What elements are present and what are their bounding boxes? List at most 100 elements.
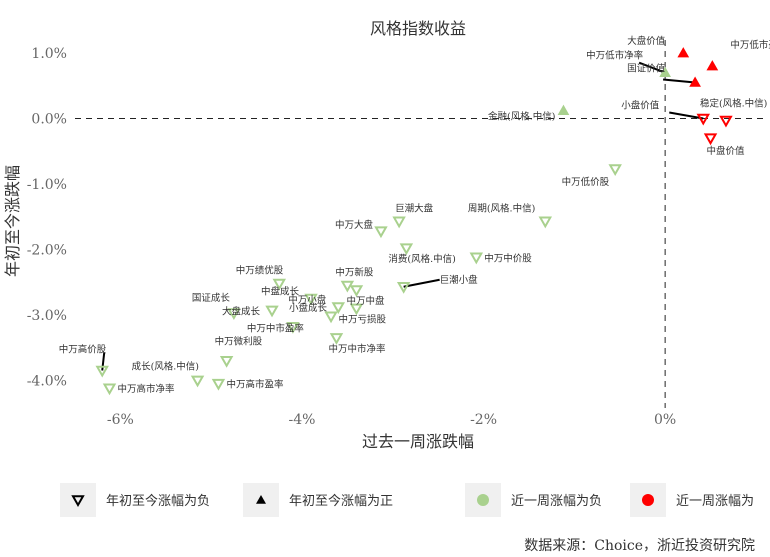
legend-label: 近一周涨幅为负 (511, 494, 602, 509)
point-label: 周期(风格.中信) (468, 202, 535, 214)
point-label: 中万低价股 (562, 176, 610, 188)
point-label: 中万中价股 (484, 252, 532, 264)
point-marker (396, 282, 411, 294)
leader-line (403, 278, 440, 288)
reference-lines (75, 40, 765, 408)
point-marker (349, 285, 364, 298)
point-label: 中万微利股 (215, 336, 263, 348)
y-tick-label: -1.0% (27, 177, 67, 193)
point-marker (219, 355, 234, 368)
point-marker (677, 47, 690, 58)
point-label: 中万新股 (335, 266, 374, 278)
point-marker (689, 76, 701, 87)
point-marker (190, 375, 205, 388)
point-label: 小盘成长 (289, 302, 328, 314)
x-axis-title: 过去一周涨跌幅 (362, 432, 474, 451)
point-marker (399, 243, 414, 256)
point-label: 稳定(风格.中信) (700, 98, 767, 110)
point-label: 中万小盘 (288, 294, 327, 306)
point-marker (211, 378, 226, 391)
point-label: 巨潮大盘 (395, 202, 434, 214)
y-tick-label: 1.0% (31, 46, 67, 62)
legend-label: 近一周涨幅为 (676, 494, 754, 509)
leader-line (638, 61, 666, 74)
point-marker (392, 216, 406, 229)
leader-line (669, 111, 704, 120)
point-label: 成长(风格.中信) (132, 360, 199, 372)
point-label: 消费(风格.中信) (388, 253, 455, 265)
point-marker (265, 305, 279, 318)
legend-item: 近一周涨幅为 (630, 483, 754, 517)
point-marker (304, 293, 318, 306)
point-marker (102, 383, 117, 396)
y-tick-label: 0.0% (31, 112, 67, 128)
point-label: 大盘价值 (627, 35, 666, 47)
point-label: 中万中盘 (346, 295, 385, 307)
point-label: 金融(风格.中信) (488, 111, 555, 123)
point-label: 中万低市净率 (586, 50, 644, 62)
y-axis-title: 年初至今涨跌幅 (3, 165, 22, 277)
point-label: 中万高市盈率 (226, 379, 284, 391)
point-label: 中万中市盈率 (247, 323, 305, 335)
point-label: 国证成长 (192, 292, 231, 304)
point-marker (557, 104, 570, 115)
point-label: 中万绩优股 (236, 264, 284, 276)
leader-line (662, 78, 696, 84)
point-marker (227, 308, 241, 320)
y-axis-ticks: 1.0% 0.0% -1.0% -2.0% -3.0% -4.0% (27, 46, 67, 389)
point-label: 中万低市盈率 (730, 39, 770, 51)
label-leader-lines (101, 61, 704, 371)
legend-marker (477, 494, 489, 506)
chart-legend: 年初至今涨幅为负 年初至今涨幅为正 近一周涨幅为负 近一周涨幅为 (60, 483, 754, 517)
point-label: 中万高市净率 (118, 383, 176, 395)
y-tick-label: -4.0% (27, 373, 67, 389)
point-marker (272, 278, 286, 291)
x-tick-label: -2% (470, 412, 497, 428)
point-label: 中万亏损股 (338, 313, 386, 325)
point-label: 巨潮小盘 (440, 274, 479, 286)
point-label: 中万中市净率 (328, 343, 386, 355)
point-label: 中盘成长 (261, 286, 300, 298)
data-points (95, 47, 733, 396)
point-marker (374, 226, 388, 239)
x-axis-ticks: -6% -4% -2% 0% (107, 412, 676, 428)
point-marker (286, 321, 300, 334)
legend-item: 年初至今涨幅为正 (243, 483, 393, 517)
point-label: 小盘价值 (621, 100, 660, 112)
point-marker (703, 133, 718, 146)
point-label: 大盘成长 (222, 305, 261, 317)
x-tick-label: -4% (288, 412, 315, 428)
legend-label: 年初至今涨幅为正 (289, 493, 393, 509)
point-marker (719, 115, 733, 128)
point-label: 中盘价值 (707, 145, 746, 157)
legend-marker (642, 494, 654, 506)
source-note: 数据来源：Choice，浙近投资研究院 (524, 538, 755, 554)
x-tick-label: 0% (654, 412, 676, 428)
legend-item: 近一周涨幅为负 (465, 483, 602, 517)
point-marker (538, 216, 553, 229)
point-label: 中万大盘 (335, 219, 374, 231)
point-marker (608, 164, 622, 176)
chart-title: 风格指数收益 (370, 19, 466, 38)
legend-marker (71, 495, 85, 508)
point-marker (340, 280, 355, 293)
point-label: 国证价值 (627, 63, 666, 75)
y-tick-label: -2.0% (27, 242, 67, 258)
legend-marker (256, 495, 266, 504)
legend-swatch-bg (60, 483, 96, 517)
point-label: 中万高价股 (59, 344, 107, 356)
legend-item: 年初至今涨幅为负 (60, 483, 210, 517)
point-marker (95, 365, 109, 378)
point-marker (329, 333, 344, 345)
point-marker (696, 113, 710, 126)
point-marker (331, 302, 346, 315)
point-marker (349, 303, 364, 316)
y-tick-label: -3.0% (27, 308, 67, 324)
point-marker (469, 252, 484, 265)
point-marker (659, 66, 671, 77)
legend-label: 年初至今涨幅为负 (106, 493, 210, 509)
x-tick-label: -6% (107, 412, 134, 428)
point-marker (706, 60, 719, 71)
